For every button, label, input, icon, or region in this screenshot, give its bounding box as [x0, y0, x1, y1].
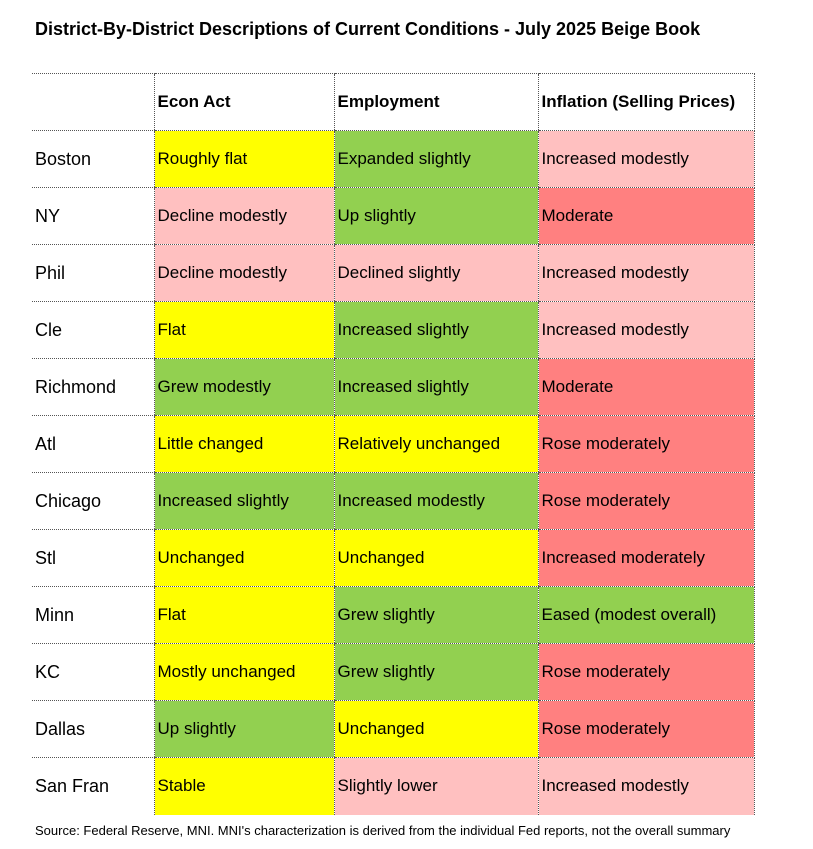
district-cell: KC: [32, 643, 154, 701]
econ-act-cell: Flat: [153, 301, 334, 359]
inflation-cell: Rose moderately: [537, 415, 755, 473]
econ-act-cell: Flat: [153, 586, 334, 644]
table-row: Dallas Up slightly Unchanged Rose moderatel…: [32, 700, 755, 758]
district-cell: Phil: [32, 244, 154, 302]
header-econ-act: Econ Act: [153, 73, 334, 131]
district-cell: Minn: [32, 586, 154, 644]
econ-act-cell: Stable: [153, 757, 334, 815]
employment-cell: Relatively unchanged: [333, 415, 538, 473]
header-district: [32, 73, 154, 131]
table-row: Phil Decline modestly Declined slightly Inc…: [32, 244, 755, 302]
econ-act-cell: Roughly flat: [153, 130, 334, 188]
employment-cell: Grew slightly: [333, 643, 538, 701]
table-row: Cle Flat Increased slightly Increased modes…: [32, 301, 755, 359]
econ-act-cell: Mostly unchanged: [153, 643, 334, 701]
inflation-cell: Moderate: [537, 187, 755, 245]
inflation-cell: Rose moderately: [537, 700, 755, 758]
source-note: Source: Federal Reserve, MNI. MNI's char…: [35, 823, 731, 838]
inflation-cell: Increased moderately: [537, 529, 755, 587]
district-cell: Chicago: [32, 472, 154, 530]
district-cell: San Fran: [35, 775, 110, 796]
inflation-cell: Increased modestly: [537, 757, 755, 815]
inflation-cell: Rose moderately: [537, 643, 755, 701]
table-row: San Fran Stable Slightly lower Increased mo…: [32, 757, 755, 815]
employment-cell: Up slightly: [333, 187, 538, 245]
table-row: Richmond Grew modestly Increased slightly M…: [32, 358, 755, 416]
inflation-cell: Rose moderately: [537, 472, 755, 530]
header-employment: Employment: [333, 73, 538, 131]
employment-cell: Expanded slightly: [333, 130, 538, 188]
table-row: Minn Flat Grew slightly Eased (modest overa…: [32, 586, 755, 644]
employment-cell: Grew slightly: [333, 586, 538, 644]
page-title: District-By-District Descriptions of Cur…: [35, 19, 701, 39]
table-row: Stl Unchanged Unchanged Increased moderatel…: [32, 529, 755, 587]
employment-cell: Unchanged: [333, 529, 538, 587]
econ-act-cell: Grew modestly: [153, 358, 334, 416]
employment-cell: Unchanged: [333, 700, 538, 758]
inflation-cell: Increased modestly: [537, 130, 755, 188]
header-inflation: Inflation (Selling Prices): [537, 73, 755, 131]
district-cell: Atl: [32, 415, 154, 473]
conditions-table: Econ Act Employment Inflation (Selling P…: [32, 73, 755, 815]
inflation-cell: Increased modestly: [537, 301, 755, 359]
district-cell: Richmond: [32, 358, 154, 416]
econ-act-cell: Decline modestly: [153, 244, 334, 302]
district-cell: Boston: [32, 130, 154, 188]
econ-act-cell: Up slightly: [153, 700, 334, 758]
district-cell: Cle: [32, 301, 154, 359]
table-body: Boston Roughly flat Expanded slightly Incre…: [32, 130, 755, 815]
econ-act-cell: Little changed: [153, 415, 334, 473]
district-cell: Stl: [32, 529, 154, 587]
header-row: Econ Act Employment Inflation (Selling P…: [32, 73, 755, 131]
employment-cell: Increased modestly: [333, 472, 538, 530]
econ-act-cell: Increased slightly: [153, 472, 334, 530]
inflation-cell: Eased (modest overall): [537, 586, 755, 644]
employment-cell: Increased slightly: [333, 358, 538, 416]
table-row: Chicago Increased slightly Increased modes…: [32, 472, 755, 530]
table-row: NY Decline modestly Up slightly Moderate: [32, 187, 755, 245]
table-row: Boston Roughly flat Expanded slightly Incre…: [32, 130, 755, 188]
table-row: Atl Little changed Relatively unchanged Ros…: [32, 415, 755, 473]
district-cell: NY: [32, 187, 154, 245]
employment-cell: Slightly lower: [333, 757, 538, 815]
inflation-cell: Moderate: [537, 358, 755, 416]
employment-cell: Declined slightly: [333, 244, 538, 302]
econ-act-cell: Decline modestly: [153, 187, 334, 245]
inflation-cell: Increased modestly: [537, 244, 755, 302]
econ-act-cell: Unchanged: [153, 529, 334, 587]
table-row: KC Mostly unchanged Grew slightly Rose mode…: [32, 643, 755, 701]
employment-cell: Increased slightly: [333, 301, 538, 359]
district-cell: Dallas: [32, 700, 154, 758]
